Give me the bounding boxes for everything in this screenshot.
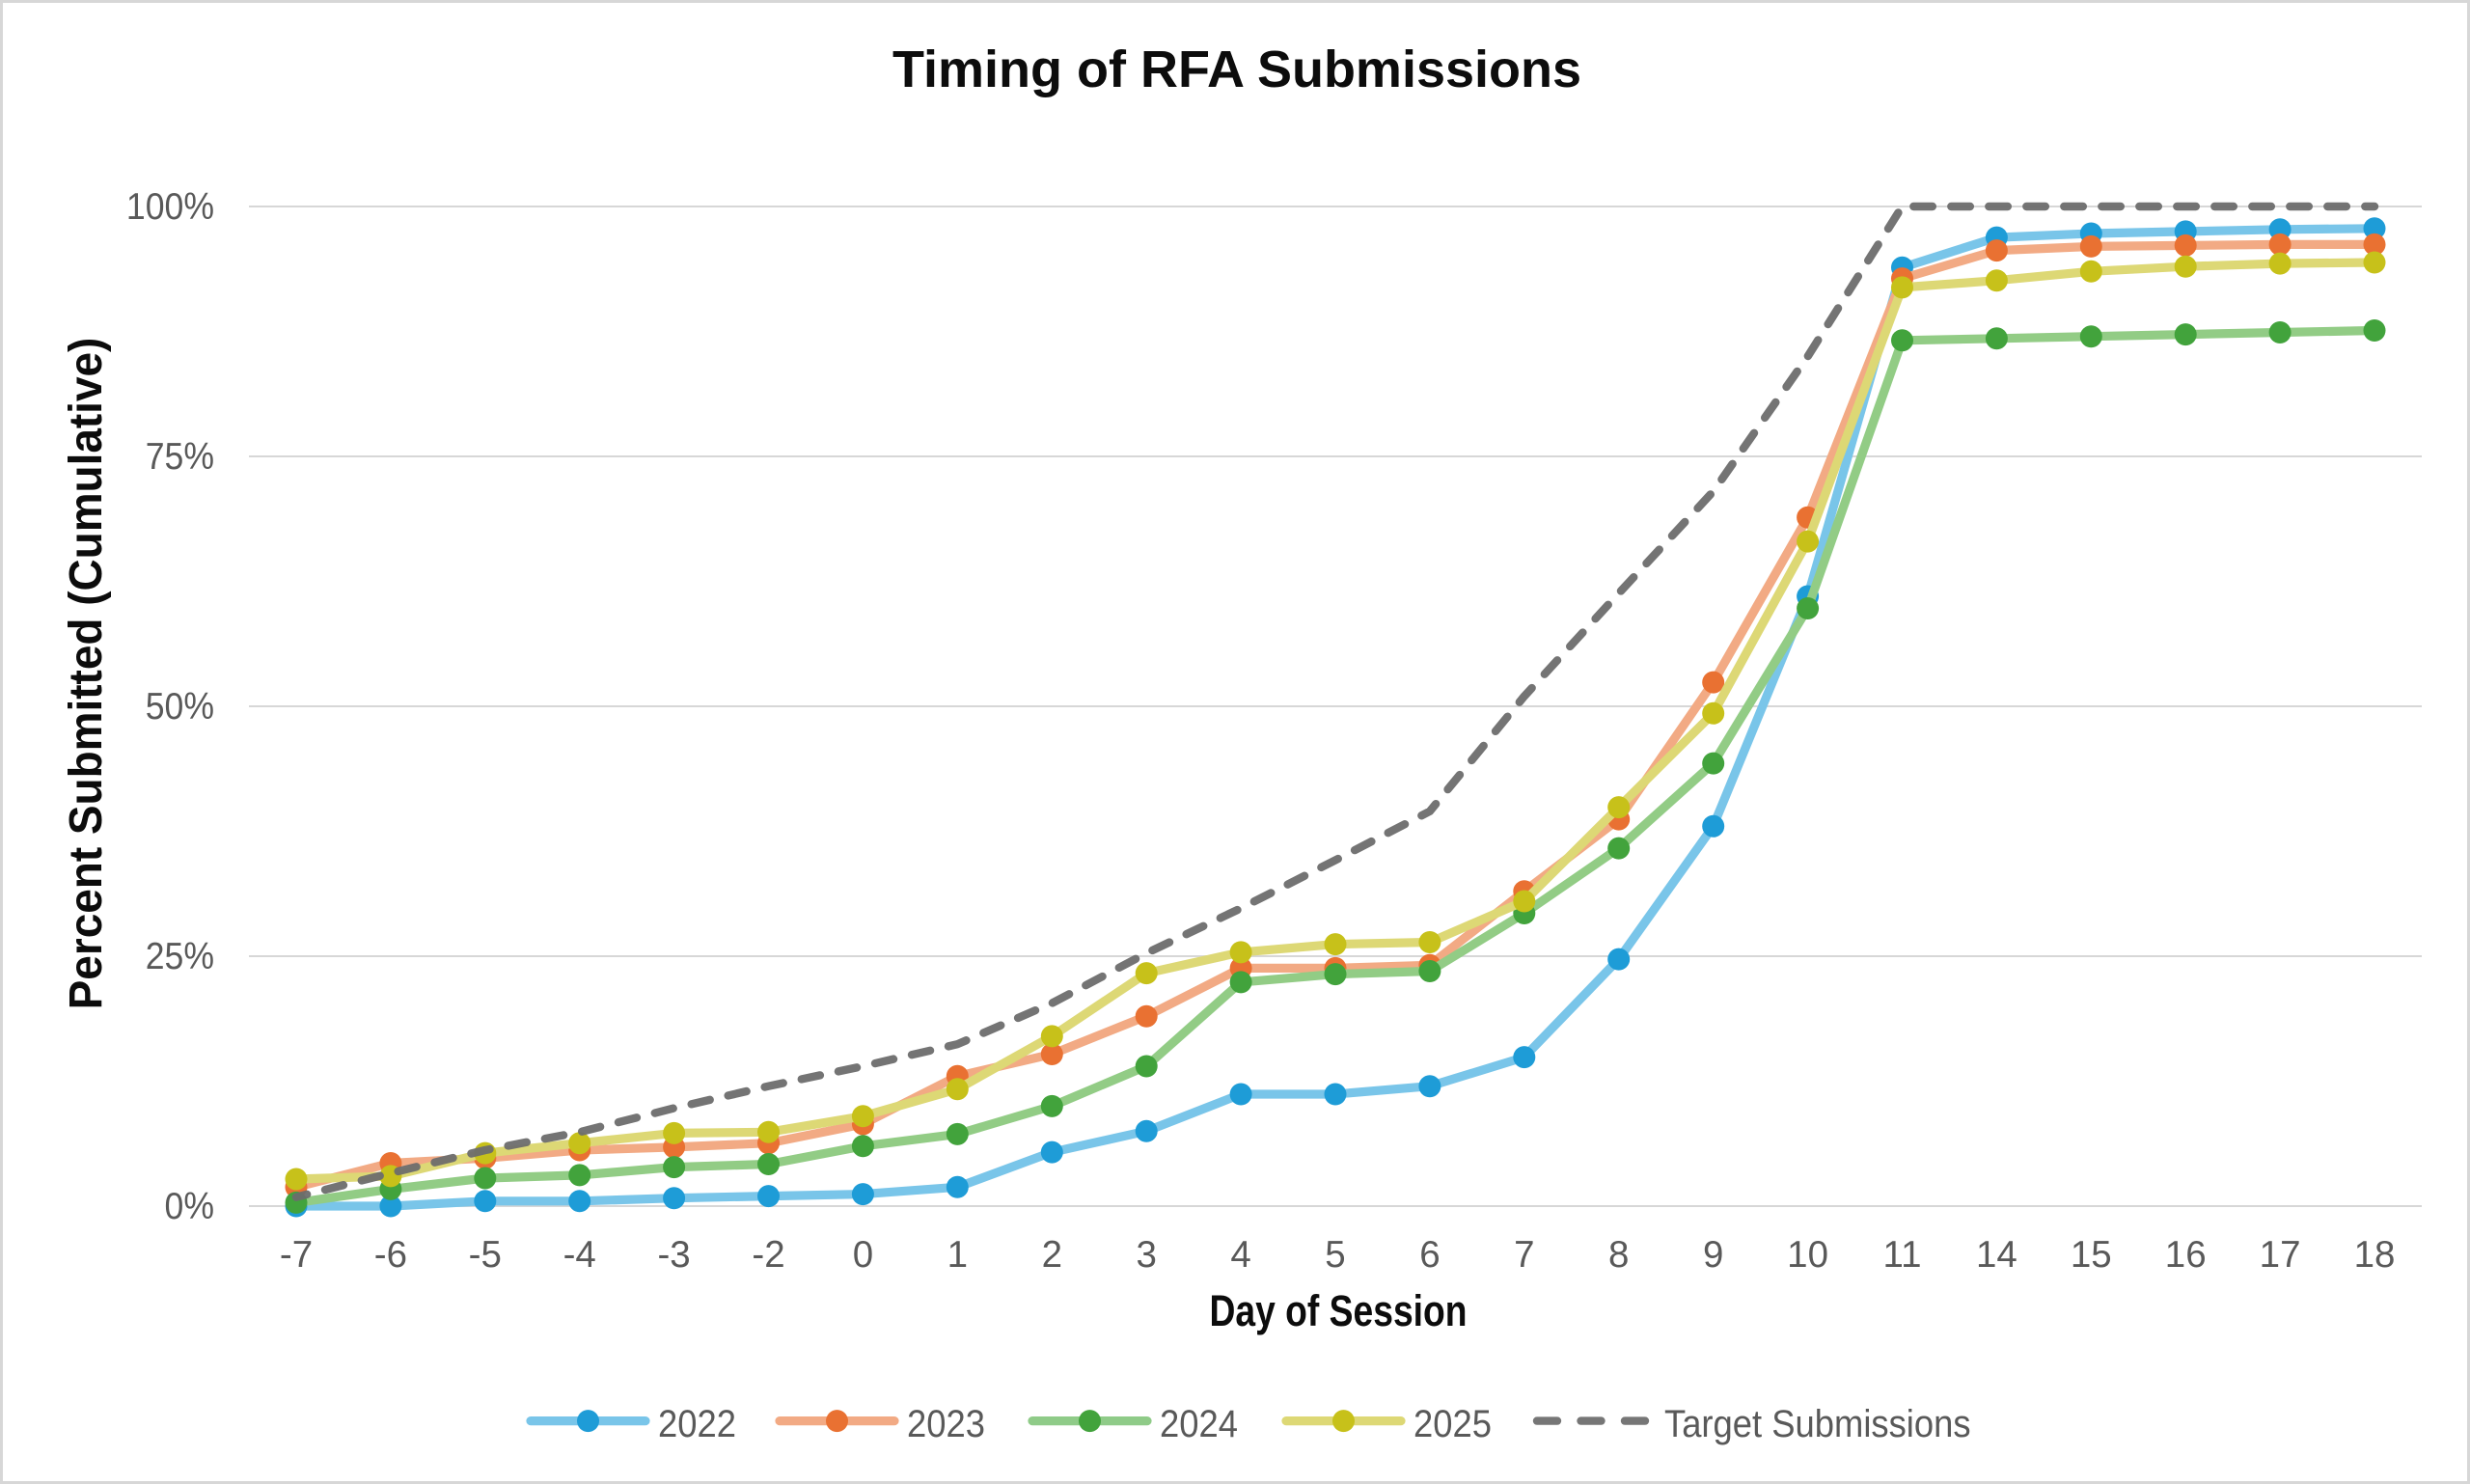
svg-text:100%: 100%	[126, 185, 214, 228]
svg-text:7: 7	[1514, 1234, 1534, 1276]
svg-text:10: 10	[1787, 1234, 1828, 1276]
svg-text:16: 16	[2165, 1234, 2207, 1276]
svg-text:15: 15	[2071, 1234, 2112, 1276]
svg-text:6: 6	[1419, 1234, 1440, 1276]
svg-text:11: 11	[1883, 1234, 1922, 1276]
svg-text:Percent Submitted (Cumulative): Percent Submitted (Cumulative)	[59, 338, 111, 1010]
svg-text:5: 5	[1325, 1234, 1345, 1276]
svg-text:0%: 0%	[165, 1185, 214, 1227]
svg-text:-2: -2	[752, 1234, 784, 1276]
svg-text:75%: 75%	[146, 435, 214, 478]
svg-text:-3: -3	[657, 1234, 690, 1276]
svg-text:4: 4	[1230, 1234, 1250, 1276]
svg-text:Day of Session: Day of Session	[1209, 1287, 1467, 1335]
svg-text:1: 1	[947, 1234, 968, 1276]
svg-text:-6: -6	[374, 1234, 407, 1276]
svg-text:Timing of RFA Submissions: Timing of RFA Submissions	[892, 41, 1581, 98]
svg-text:Target Submissions: Target Submissions	[1664, 1403, 1971, 1446]
svg-text:50%: 50%	[146, 685, 214, 728]
svg-text:9: 9	[1703, 1234, 1723, 1276]
svg-text:2024: 2024	[1160, 1403, 1238, 1446]
svg-text:17: 17	[2260, 1234, 2301, 1276]
svg-text:25%: 25%	[146, 935, 214, 977]
svg-text:-7: -7	[280, 1234, 313, 1276]
svg-text:2023: 2023	[907, 1403, 985, 1446]
svg-text:14: 14	[1976, 1234, 2017, 1276]
svg-text:8: 8	[1608, 1234, 1629, 1276]
svg-text:-4: -4	[563, 1234, 596, 1276]
svg-text:2025: 2025	[1413, 1403, 1492, 1446]
svg-text:0: 0	[853, 1234, 873, 1276]
svg-text:2022: 2022	[658, 1403, 736, 1446]
svg-text:2: 2	[1042, 1234, 1062, 1276]
svg-text:18: 18	[2354, 1234, 2396, 1276]
svg-text:3: 3	[1136, 1234, 1156, 1276]
svg-text:-5: -5	[469, 1234, 502, 1276]
